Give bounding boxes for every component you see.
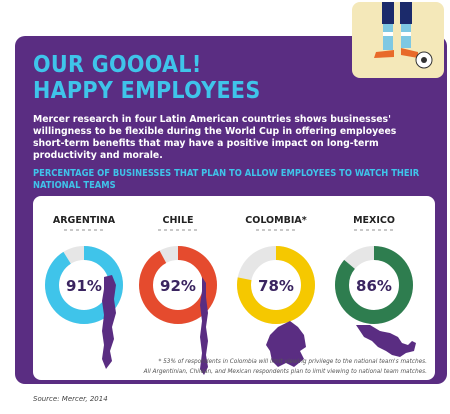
label-underline-dot bbox=[366, 229, 369, 231]
country-label-1: ARGENTINA bbox=[53, 215, 116, 226]
footnotes: * 53% of respondents in Colombia will li… bbox=[37, 356, 427, 376]
percent-label-4: 86% bbox=[356, 277, 392, 295]
donut-arc-2 bbox=[139, 246, 217, 324]
label-underline-dot bbox=[170, 229, 173, 231]
label-underline-dot bbox=[384, 229, 387, 231]
percent-label-1: 91% bbox=[66, 277, 102, 295]
label-underline-dot bbox=[292, 229, 295, 231]
label-underline-dot bbox=[164, 229, 167, 231]
chile-map-icon bbox=[200, 277, 208, 375]
label-underline-dot bbox=[390, 229, 393, 231]
intro-paragraph: Mercer research in four Latin American c… bbox=[33, 114, 397, 161]
chart-card: ARGENTINA 91% CHILE 92% COLOMBIA* 78% MEXICO 86… bbox=[33, 196, 435, 380]
label-underline-dot bbox=[378, 229, 381, 231]
donut-arc-3 bbox=[237, 246, 315, 324]
label-underline-dot bbox=[280, 229, 283, 231]
footnote-colombia: * 53% of respondents in Colombia will li… bbox=[158, 357, 427, 365]
percent-label-3: 78% bbox=[258, 277, 294, 295]
footnote-others: All Argentinian, Chilean, and Mexican re… bbox=[143, 367, 427, 375]
label-underline-dot bbox=[176, 229, 179, 231]
country-label-2: CHILE bbox=[162, 215, 193, 226]
label-underline-dot bbox=[262, 229, 265, 231]
label-underline-dot bbox=[274, 229, 277, 231]
title-line-1: OUR GOOOAL! bbox=[33, 52, 202, 78]
label-underline-dot bbox=[286, 229, 289, 231]
mexico-map-icon bbox=[356, 325, 416, 357]
argentina-map-icon bbox=[102, 275, 116, 369]
label-underline-dot bbox=[94, 229, 97, 231]
donut-charts: ARGENTINA 91% CHILE 92% COLOMBIA* 78% MEXICO 86… bbox=[45, 215, 416, 375]
label-underline-dot bbox=[76, 229, 79, 231]
label-underline-dot bbox=[88, 229, 91, 231]
label-underline-dot bbox=[256, 229, 259, 231]
label-underline-dot bbox=[100, 229, 103, 231]
percent-label-2: 92% bbox=[160, 277, 196, 295]
label-underline-dot bbox=[64, 229, 67, 231]
label-underline-dot bbox=[82, 229, 85, 231]
soccer-player-illustration bbox=[352, 2, 444, 78]
label-underline-dot bbox=[268, 229, 271, 231]
country-label-3: COLOMBIA* bbox=[245, 215, 306, 226]
label-underline-dot bbox=[360, 229, 363, 231]
page-title: OUR GOOOAL! HAPPY EMPLOYEES bbox=[33, 52, 261, 104]
title-line-2: HAPPY EMPLOYEES bbox=[33, 78, 261, 104]
colombia-map-icon bbox=[266, 321, 306, 367]
donut-arc-4 bbox=[335, 246, 413, 324]
label-underline-dot bbox=[372, 229, 375, 231]
label-underline-dot bbox=[70, 229, 73, 231]
label-underline-dot bbox=[158, 229, 161, 231]
source-note: Source: Mercer, 2014 bbox=[33, 395, 108, 403]
label-underline-dot bbox=[188, 229, 191, 231]
label-underline-dot bbox=[194, 229, 197, 231]
label-underline-dot bbox=[182, 229, 185, 231]
label-underline-dot bbox=[354, 229, 357, 231]
country-label-4: MEXICO bbox=[353, 215, 395, 226]
chart-title: PERCENTAGE OF BUSINESSES THAT PLAN TO AL… bbox=[33, 168, 420, 191]
